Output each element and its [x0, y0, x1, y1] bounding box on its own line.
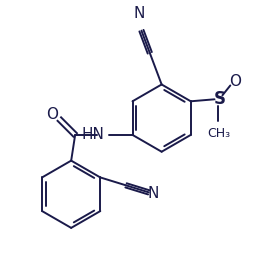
Text: O: O [46, 107, 58, 122]
Text: HN: HN [82, 128, 105, 142]
Text: O: O [229, 74, 241, 89]
Text: N: N [148, 186, 159, 201]
Text: N: N [133, 6, 145, 21]
Text: CH₃: CH₃ [207, 127, 230, 140]
Text: S: S [214, 90, 226, 108]
